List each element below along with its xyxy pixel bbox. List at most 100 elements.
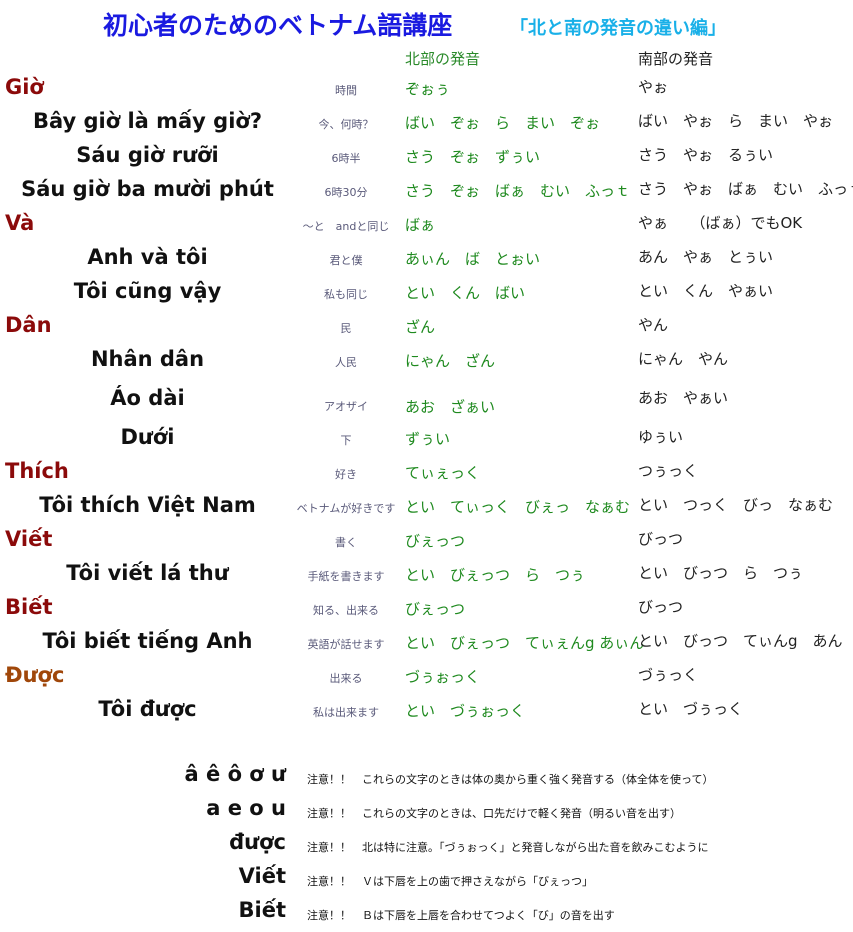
south-pronunciation: びっつ bbox=[638, 598, 684, 616]
note-letters: Biết bbox=[238, 898, 287, 922]
headword: Được bbox=[5, 663, 65, 687]
south-pronunciation: ゆぅい bbox=[638, 428, 684, 446]
table-row: Viết 書く びぇっつ びっつ bbox=[0, 527, 853, 561]
south-pronunciation: とい くん やぁい bbox=[638, 282, 774, 300]
north-pronunciation: あお ざぁい bbox=[405, 398, 496, 416]
north-pronunciation: ざん bbox=[405, 318, 436, 336]
note-letters: a e o u bbox=[206, 796, 286, 820]
table-row: Bây giờ là mấy giờ? 今、何時？ ばい ぞぉ ら まい ぞぉ ばい … bbox=[0, 109, 853, 143]
example-sentence: Áo dài bbox=[110, 386, 185, 410]
example-sentence: Bây giờ là mấy giờ? bbox=[32, 109, 263, 133]
south-pronunciation: つぅっく bbox=[638, 462, 699, 480]
table-row: Sáu giờ ba mười phút 6時30分 さう ぞぉ ばぁ むい ふっｔ… bbox=[0, 177, 853, 211]
note-text: 注意！！ 北は特に注意。「づぅぉっく」と発音しながら出た音を飲みこむように bbox=[307, 841, 709, 854]
japanese-meaning: 時間 bbox=[335, 84, 357, 97]
table-row: Tôi biết tiếng Anh 英語が話せます とい びぇっつ てぃぇんg あ… bbox=[0, 629, 853, 663]
japanese-meaning: 英語が話せます bbox=[307, 638, 385, 651]
example-sentence: Tôi viết lá thư bbox=[66, 561, 229, 585]
japanese-meaning: ベトナムが好きです bbox=[296, 502, 396, 515]
south-pronunciation: あん やぁ とぅい bbox=[638, 248, 774, 266]
south-pronunciation: やん bbox=[638, 316, 669, 334]
japanese-meaning: 好き bbox=[335, 468, 357, 481]
japanese-meaning: 君と僕 bbox=[329, 254, 363, 267]
headword: Viết bbox=[5, 527, 53, 551]
north-pronunciation: とい づぅぉっく bbox=[405, 702, 526, 720]
japanese-meaning: 6時半 bbox=[331, 152, 361, 165]
note-letters: Viết bbox=[238, 864, 286, 888]
example-sentence: Dưới bbox=[120, 425, 175, 449]
table-row: Tôi cũng vậy 私も同じ とい くん ばい とい くん やぁい bbox=[0, 279, 853, 313]
north-pronunciation: とい びぇっつ ら つぅ bbox=[405, 566, 586, 584]
south-pronunciation: さう やぉ ばぁ むい ふっｔ bbox=[638, 180, 853, 198]
japanese-meaning: ～と andと同じ bbox=[302, 220, 390, 233]
south-column-header: 南部の発音 bbox=[638, 50, 714, 68]
north-pronunciation: びぇっつ bbox=[405, 532, 466, 550]
table-row: Biết 知る、出来る びぇっつ びっつ bbox=[0, 595, 853, 629]
north-pronunciation: ばぁ bbox=[405, 216, 436, 234]
table-row: Sáu giờ rưỡi 6時半 さう ぞぉ ずぅい さう やぉ るぅい bbox=[0, 143, 853, 177]
note-row: â ê ô ơ ư 注意！！ これらの文字のときは体の奥から重く強く発音する（体全… bbox=[0, 762, 853, 796]
table-row: Nhân dân 人民 にゃん ざん にゃん やん bbox=[0, 347, 853, 381]
japanese-meaning: 今、何時？ bbox=[318, 118, 374, 131]
north-pronunciation: づぅぉっく bbox=[405, 668, 481, 686]
note-text: 注意！！ これらの文字のときは、口先だけで軽く発音（明るい音を出す） bbox=[307, 807, 681, 820]
table-row: Anh và tôi 君と僕 あぃん ば とぉい あん やぁ とぅい bbox=[0, 245, 853, 279]
page-subtitle: 「北と南の発音の違い編」 bbox=[510, 18, 726, 39]
japanese-meaning: 私は出来ます bbox=[313, 706, 379, 719]
south-pronunciation: づぅっく bbox=[638, 666, 699, 684]
south-pronunciation: とい つっく びっ なぁむ bbox=[638, 496, 834, 514]
north-pronunciation: ばい ぞぉ ら まい ぞぉ bbox=[405, 114, 601, 132]
example-sentence: Sáu giờ ba mười phút bbox=[21, 177, 274, 201]
north-pronunciation: とい びぇっつ てぃぇんg あぃん bbox=[405, 634, 645, 652]
japanese-meaning: 手紙を書きます bbox=[307, 570, 385, 583]
south-pronunciation: あお やぁい bbox=[638, 389, 729, 407]
table-row: Tôi thích Việt Nam ベトナムが好きです とい てぃっく びぇっ な… bbox=[0, 493, 853, 527]
table-row: Áo dài アオザイ あお ざぁい あお やぁい bbox=[0, 386, 853, 420]
headword: Dân bbox=[5, 313, 52, 337]
north-column-header: 北部の発音 bbox=[405, 50, 481, 68]
south-pronunciation: びっつ bbox=[638, 530, 684, 548]
japanese-meaning: 民 bbox=[340, 322, 352, 335]
japanese-meaning: アオザイ bbox=[324, 400, 368, 413]
note-row: Biết 注意！！ Ｂは下唇を上唇を合わせてつよく「び」の音を出す bbox=[0, 898, 853, 932]
note-text: 注意！！ Ｖは下唇を上の歯で押さえながら「びぇっつ」 bbox=[307, 875, 593, 888]
note-letters: â ê ô ơ ư bbox=[184, 762, 286, 786]
table-row: Tôi được 私は出来ます とい づぅぉっく とい づぅっく bbox=[0, 697, 853, 731]
north-pronunciation: にゃん ざん bbox=[405, 352, 496, 370]
south-pronunciation: やぉ bbox=[638, 78, 669, 96]
table-row: Thích 好き てぃぇっく つぅっく bbox=[0, 459, 853, 493]
japanese-meaning: 6時30分 bbox=[324, 186, 368, 199]
north-pronunciation: さう ぞぉ ずぅい bbox=[405, 148, 541, 166]
north-pronunciation: とい てぃっく びぇっ なぁむ bbox=[405, 498, 631, 516]
north-pronunciation: ぞぉぅ bbox=[405, 80, 451, 98]
page-title: 初心者のためのベトナム語講座 bbox=[103, 11, 453, 40]
table-row: Tôi viết lá thư 手紙を書きます とい びぇっつ ら つぅ とい びっつ… bbox=[0, 561, 853, 595]
note-text: 注意！！ これらの文字のときは体の奥から重く強く発音する（体全体を使って） bbox=[307, 773, 714, 786]
note-text: 注意！！ Ｂは下唇を上唇を合わせてつよく「び」の音を出す bbox=[307, 909, 615, 922]
note-row: được 注意！！ 北は特に注意。「づぅぉっく」と発音しながら出た音を飲みこむよう… bbox=[0, 830, 853, 864]
japanese-meaning: 下 bbox=[340, 434, 352, 447]
japanese-meaning: 書く bbox=[335, 536, 357, 549]
north-pronunciation: ずぅい bbox=[405, 430, 451, 448]
headword: Và bbox=[5, 211, 35, 235]
japanese-meaning: 出来る bbox=[329, 672, 363, 685]
south-pronunciation: やぁ （ばぁ）でもOK bbox=[638, 214, 803, 232]
south-pronunciation: とい びっつ ら つぅ bbox=[638, 564, 804, 582]
note-row: Viết 注意！！ Ｖは下唇を上の歯で押さえながら「びぇっつ」 bbox=[0, 864, 853, 898]
headword: Thích bbox=[5, 459, 69, 483]
note-row: a e o u 注意！！ これらの文字のときは、口先だけで軽く発音（明るい音を出す… bbox=[0, 796, 853, 830]
note-letters: được bbox=[229, 830, 286, 854]
north-pronunciation: てぃぇっく bbox=[405, 464, 481, 482]
north-pronunciation: さう ぞぉ ばぁ むい ふっｔ bbox=[405, 182, 631, 200]
example-sentence: Anh và tôi bbox=[87, 245, 208, 269]
japanese-meaning: 知る、出来る bbox=[313, 604, 379, 617]
example-sentence: Tôi thích Việt Nam bbox=[39, 493, 256, 517]
south-pronunciation: ばい やぉ ら まい やぉ bbox=[638, 112, 834, 130]
example-sentence: Tôi biết tiếng Anh bbox=[42, 629, 253, 653]
headword: Giờ bbox=[5, 75, 44, 99]
north-pronunciation: とい くん ばい bbox=[405, 284, 526, 302]
table-row: Và ～と andと同じ ばぁ やぁ （ばぁ）でもOK bbox=[0, 211, 853, 245]
japanese-meaning: 人民 bbox=[335, 356, 357, 369]
table-row: Dân 民 ざん やん bbox=[0, 313, 853, 347]
south-pronunciation: にゃん やん bbox=[638, 350, 729, 368]
